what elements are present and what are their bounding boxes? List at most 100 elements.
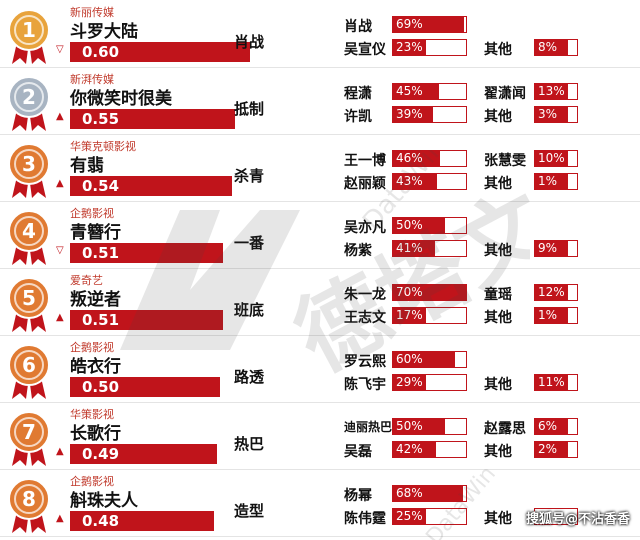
heat-bar: 0.51 (70, 243, 223, 263)
actor-name: 迪丽热巴 (344, 420, 393, 434)
rank-number: 4 (22, 219, 36, 243)
heat-bar: 0.60 (70, 42, 250, 62)
rank-number: 8 (22, 487, 36, 511)
actor-name: 其他 (484, 42, 512, 58)
actor-name: 王志文 (344, 310, 386, 326)
heat-bar: 0.54 (70, 176, 232, 196)
actor-name: 其他 (484, 511, 512, 527)
heat-bar: 0.48 (70, 511, 214, 531)
heat-bar: 0.51 (70, 310, 223, 330)
rank-medal-icon: 1 (8, 9, 50, 64)
share-bar: 45% (392, 83, 439, 100)
share-bar: 50% (392, 418, 445, 435)
rank-medal-icon: 7 (8, 411, 50, 466)
heat-bar: 0.55 (70, 109, 235, 129)
rank-medal-icon: 8 (8, 478, 50, 533)
trend-icon: ▽ (56, 44, 64, 55)
actor-name: 赵露思 (484, 421, 526, 437)
share-bar: 69% (392, 16, 464, 33)
status-tag: 杀青 (234, 167, 265, 185)
rank-medal-icon: 3 (8, 143, 50, 198)
actor-name: 其他 (484, 109, 512, 125)
trend-icon: ▲ (56, 513, 64, 524)
actor-name: 朱一龙 (344, 287, 386, 303)
share-bar: 43% (392, 173, 437, 190)
producer-label: 新湃传媒 (70, 73, 114, 86)
ranking-row: 6 企鹅影视 皓衣行 0.50 路透 罗云熙 60% 陈飞宇 29% 其他 11% (0, 335, 640, 403)
source-caption: 搜狐号@不沾香香 (525, 512, 630, 527)
ranking-row: 5 爱奇艺 叛逆者 ▲ 0.51 班底 朱一龙 70% 王志文 17% 童瑶 12% 其他 1% (0, 268, 640, 336)
actor-name: 许凯 (344, 109, 372, 125)
share-bar: 1% (534, 173, 568, 190)
share-bar: 41% (392, 240, 435, 257)
producer-label: 企鹅影视 (70, 475, 114, 488)
ranking-row: 1 新丽传媒 斗罗大陆 ▽ 0.60 肖战 肖战 69% 吴宣仪 23% 其他 8% (0, 0, 640, 68)
rank-medal-icon: 5 (8, 277, 50, 332)
actor-name: 其他 (484, 310, 512, 326)
share-bar: 10% (534, 150, 568, 167)
share-bar: 2% (534, 441, 568, 458)
show-title: 有翡 (70, 156, 104, 176)
actor-name: 陈飞宇 (344, 377, 386, 393)
show-title: 皓衣行 (70, 357, 121, 377)
actor-name: 陈伟霆 (344, 511, 386, 527)
share-bar-frame (534, 508, 578, 525)
status-tag: 肖战 (234, 33, 265, 51)
rank-medal-icon: 2 (8, 76, 50, 131)
actor-name: 罗云熙 (344, 354, 386, 370)
rank-number: 5 (22, 286, 36, 310)
producer-label: 华策影视 (70, 408, 114, 421)
show-title: 你微笑时很美 (70, 89, 172, 109)
share-bar: 70% (392, 284, 466, 301)
ranking-row: 2 新湃传媒 你微笑时很美 ▲ 0.55 抵制 程潇 45% 许凯 39% 翟潇闻 13% 其他 3% (0, 67, 640, 135)
actor-name: 王一博 (344, 153, 386, 169)
actor-name: 吴亦凡 (344, 220, 386, 236)
rank-medal-icon: 6 (8, 344, 50, 399)
ranking-row: 8 企鹅影视 斛珠夫人 ▲ 0.48 造型 杨幂 68% 陈伟霆 25% 其他 (0, 469, 640, 537)
share-bar: 12% (534, 284, 568, 301)
show-title: 斗罗大陆 (70, 22, 138, 42)
share-bar: 60% (392, 351, 455, 368)
producer-label: 华策克顿影视 (70, 140, 136, 153)
share-bar: 1% (534, 307, 568, 324)
status-tag: 班底 (234, 301, 265, 319)
actor-name: 其他 (484, 243, 512, 259)
rank-number: 2 (22, 85, 36, 109)
ranking-row: 3 华策克顿影视有翡 ▲ 0.54 杀青 王一博 46% 赵丽颖 43% 张慧雯 10% 其他 1% (0, 134, 640, 202)
actor-name: 杨紫 (344, 243, 372, 259)
status-tag: 热巴 (234, 435, 265, 453)
status-tag: 造型 (234, 502, 265, 520)
actor-name: 其他 (484, 176, 512, 192)
show-title: 长歌行 (70, 424, 121, 444)
share-bar: 23% (392, 39, 426, 56)
status-tag: 路透 (234, 368, 265, 386)
trend-icon: ▽ (56, 245, 64, 256)
actor-name: 吴宣仪 (344, 42, 386, 58)
share-bar: 13% (534, 83, 568, 100)
rank-number: 1 (22, 18, 36, 42)
actor-name: 童瑶 (484, 287, 512, 303)
producer-label: 新丽传媒 (70, 6, 114, 19)
ranking-row: 7 华策影视 长歌行 ▲ 0.49 热巴 迪丽热巴 50% 吴磊 42% 赵露思 6% 其他 2% (0, 402, 640, 470)
trend-icon: ▲ (56, 178, 64, 189)
actor-name: 赵丽颖 (344, 176, 386, 192)
trend-icon: ▲ (56, 111, 64, 122)
heat-bar: 0.49 (70, 444, 217, 464)
rank-number: 6 (22, 353, 36, 377)
share-bar: 6% (534, 418, 568, 435)
rank-medal-icon: 4 (8, 210, 50, 265)
share-bar: 68% (392, 485, 463, 502)
trend-icon: ▲ (56, 446, 64, 457)
share-bar: 17% (392, 307, 426, 324)
share-bar: 11% (534, 374, 568, 391)
ranking-row: 4 企鹅影视 青簪行 ▽ 0.51 一番 吴亦凡 50% 杨紫 41% 其他 9% (0, 201, 640, 269)
share-bar: 3% (534, 106, 568, 123)
heat-bar: 0.50 (70, 377, 220, 397)
actor-name: 张慧雯 (484, 153, 526, 169)
share-bar: 46% (392, 150, 440, 167)
show-title: 叛逆者 (70, 290, 121, 310)
status-tag: 抵制 (234, 100, 265, 118)
share-bar: 29% (392, 374, 426, 391)
actor-name: 吴磊 (344, 444, 372, 460)
